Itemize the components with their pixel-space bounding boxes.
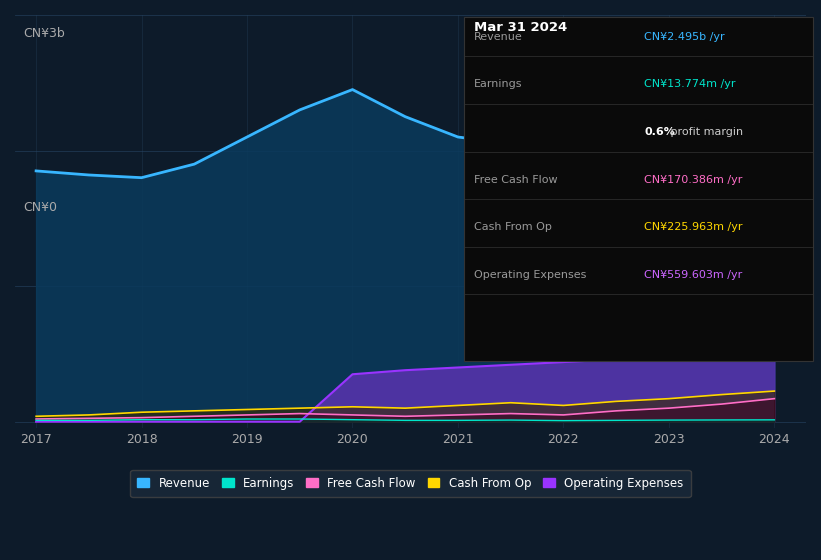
Text: 0.6%: 0.6%: [644, 127, 676, 137]
Text: CN¥3b: CN¥3b: [23, 27, 65, 40]
Legend: Revenue, Earnings, Free Cash Flow, Cash From Op, Operating Expenses: Revenue, Earnings, Free Cash Flow, Cash …: [131, 470, 690, 497]
Text: CN¥170.386m /yr: CN¥170.386m /yr: [644, 175, 743, 185]
Text: CN¥225.963m /yr: CN¥225.963m /yr: [644, 222, 743, 232]
Text: CN¥559.603m /yr: CN¥559.603m /yr: [644, 270, 743, 280]
Text: CN¥13.774m /yr: CN¥13.774m /yr: [644, 80, 736, 90]
Text: Earnings: Earnings: [474, 80, 522, 90]
Text: CN¥0: CN¥0: [23, 201, 57, 214]
Text: Mar 31 2024: Mar 31 2024: [474, 21, 567, 34]
Text: Revenue: Revenue: [474, 32, 522, 42]
Text: profit margin: profit margin: [667, 127, 744, 137]
Text: Operating Expenses: Operating Expenses: [474, 270, 586, 280]
Text: Cash From Op: Cash From Op: [474, 222, 552, 232]
Text: CN¥2.495b /yr: CN¥2.495b /yr: [644, 32, 725, 42]
Text: Free Cash Flow: Free Cash Flow: [474, 175, 557, 185]
